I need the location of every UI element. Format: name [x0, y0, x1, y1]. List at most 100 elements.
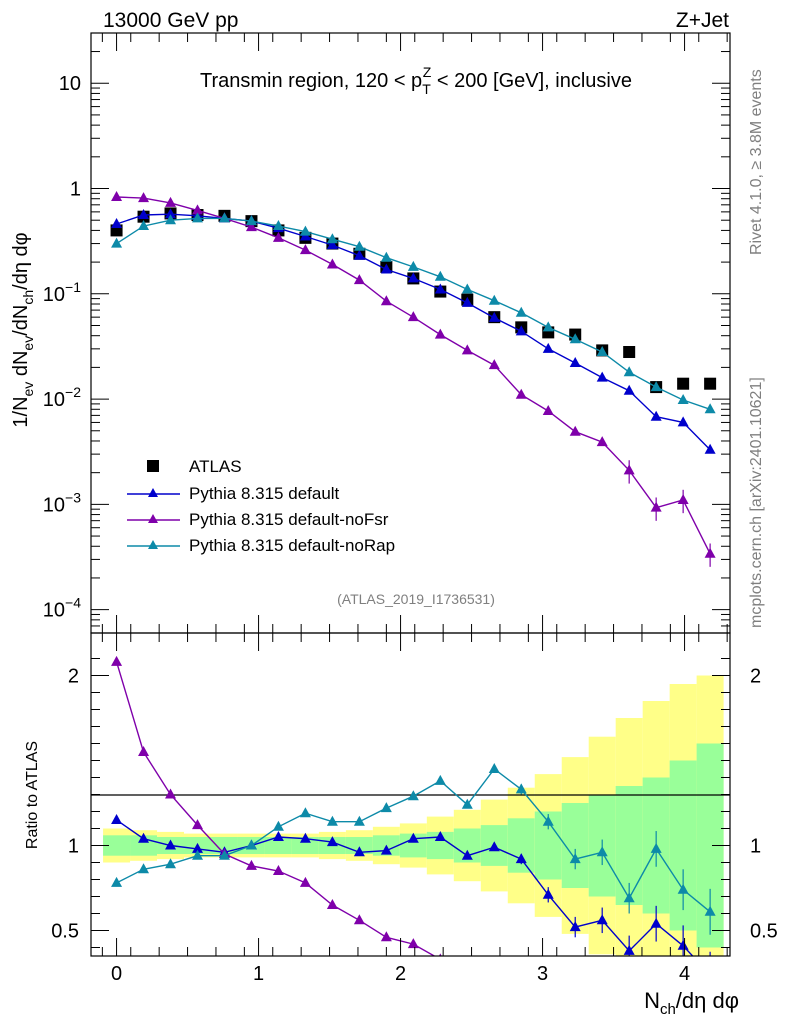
ratio-point — [138, 832, 150, 843]
ratio-point — [597, 993, 608, 1003]
uncertainty-band-inner — [264, 837, 292, 854]
process-label: Z+Jet — [676, 9, 729, 32]
ratio-point — [353, 914, 365, 925]
legend-atlas-marker — [147, 460, 159, 472]
series-point — [434, 328, 446, 339]
ratio-point — [461, 798, 473, 809]
ratio-point — [407, 790, 419, 801]
series-point — [677, 416, 689, 427]
series-point — [461, 344, 473, 355]
main-title: Transmin region, 120 < pTZ < 200 [GeV], … — [200, 64, 632, 97]
ratio-y-tick-label-right: 2 — [750, 666, 761, 688]
ratio-point — [192, 842, 203, 853]
x-tick-label: 4 — [679, 963, 690, 985]
ratio-point — [165, 839, 177, 850]
x-tick-label: 2 — [395, 963, 406, 985]
series-point — [165, 208, 177, 219]
series-point — [272, 231, 284, 242]
ratio-y-tick-label: 2 — [68, 666, 79, 688]
ratio-point — [624, 996, 635, 1006]
series-point — [542, 342, 554, 353]
ratio-point — [650, 842, 662, 853]
series-line — [116, 213, 711, 451]
legend: ATLAS Pythia 8.315 default Pythia 8.315 … — [127, 457, 395, 555]
ratio-point — [596, 846, 608, 857]
series-point — [272, 220, 284, 231]
ratio-point — [434, 831, 446, 841]
ratio-point — [299, 832, 311, 843]
series-point — [488, 294, 500, 305]
series-point — [407, 311, 419, 322]
ratio-point — [438, 953, 442, 956]
series-point — [380, 251, 392, 262]
ratio-point — [380, 931, 392, 942]
ratio-point — [138, 863, 150, 874]
ratio-point — [570, 993, 581, 1003]
series-point — [245, 221, 257, 232]
ratio-y-tick-label-right: 0.5 — [750, 921, 778, 943]
ratio-point — [245, 859, 257, 870]
ratio-point — [623, 892, 635, 903]
atlas-point — [677, 377, 690, 390]
ratio-point — [326, 899, 338, 909]
series-point — [299, 244, 311, 255]
series-point — [407, 260, 419, 271]
series-point — [623, 464, 635, 475]
ratio-point — [677, 939, 689, 950]
series-point — [380, 295, 392, 306]
series-point — [461, 296, 473, 307]
series-point — [326, 239, 338, 250]
y-tick-label: 10−1 — [43, 279, 81, 306]
legend-atlas-label: ATLAS — [189, 457, 242, 476]
ratio-point — [380, 844, 392, 855]
ratio-point — [111, 876, 123, 887]
ratio-point — [461, 849, 473, 860]
ratio-point — [165, 858, 177, 869]
series-point — [192, 204, 203, 215]
reference-label: (ATLAS_2019_I1736531) — [337, 591, 495, 607]
series-point — [623, 366, 635, 377]
ratio-point — [380, 802, 392, 813]
ratio-point — [542, 888, 554, 899]
ratio-point — [488, 763, 500, 773]
series-point — [650, 501, 662, 512]
series-point — [165, 214, 177, 225]
ratio-point — [489, 967, 500, 977]
atlas-point — [623, 346, 636, 359]
ratio-series — [111, 655, 716, 1006]
ratio-point — [623, 944, 635, 955]
series-point — [515, 388, 527, 399]
ratio-series-2 — [111, 763, 716, 935]
ratio-point — [111, 814, 123, 824]
y-axis-label: 1/Nev dNev/dNch/dη dφ — [10, 232, 36, 427]
ratio-y-axis-label: Ratio to ATLAS — [24, 741, 41, 849]
ratio-series-1 — [111, 655, 635, 1006]
ratio-point — [515, 853, 527, 864]
y-tick-label: 10−2 — [43, 384, 81, 411]
series-point — [677, 494, 689, 505]
series-point — [677, 394, 689, 405]
ratio-point — [407, 938, 419, 949]
ratio-y-tick-label-right: 1 — [750, 836, 761, 858]
series-point — [165, 196, 177, 207]
series-point — [488, 359, 500, 370]
series-point — [407, 272, 419, 283]
series-point — [353, 240, 365, 251]
series-point — [353, 274, 365, 285]
series-point — [434, 283, 446, 294]
series-point — [650, 381, 662, 392]
x-tick-label: 1 — [253, 963, 264, 985]
ratio-point — [111, 655, 123, 666]
legend-norap-label: Pythia 8.315 default-noRap — [189, 536, 395, 555]
ratio-point — [462, 959, 473, 969]
ratio-point — [569, 921, 581, 932]
series-point — [515, 325, 527, 336]
x-axis-label: Nch/dη dφ — [644, 988, 739, 1018]
series-point — [542, 405, 554, 416]
ratio-point — [165, 788, 177, 799]
series-point — [596, 436, 608, 447]
ratio-point — [705, 969, 716, 979]
legend-default-marker — [148, 488, 158, 497]
ratio-point — [596, 914, 608, 925]
series-3 — [111, 212, 716, 414]
